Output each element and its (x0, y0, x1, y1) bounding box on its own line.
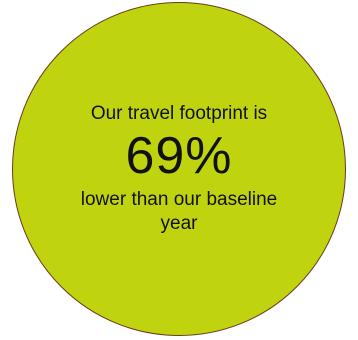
stat-circle: Our travel footprint is 69% lower than o… (12, 2, 346, 336)
callout-stat-value: 69% (125, 127, 233, 185)
callout-intro-text: Our travel footprint is (90, 103, 268, 124)
callout-outro-text: lower than our baseline year (80, 189, 278, 234)
